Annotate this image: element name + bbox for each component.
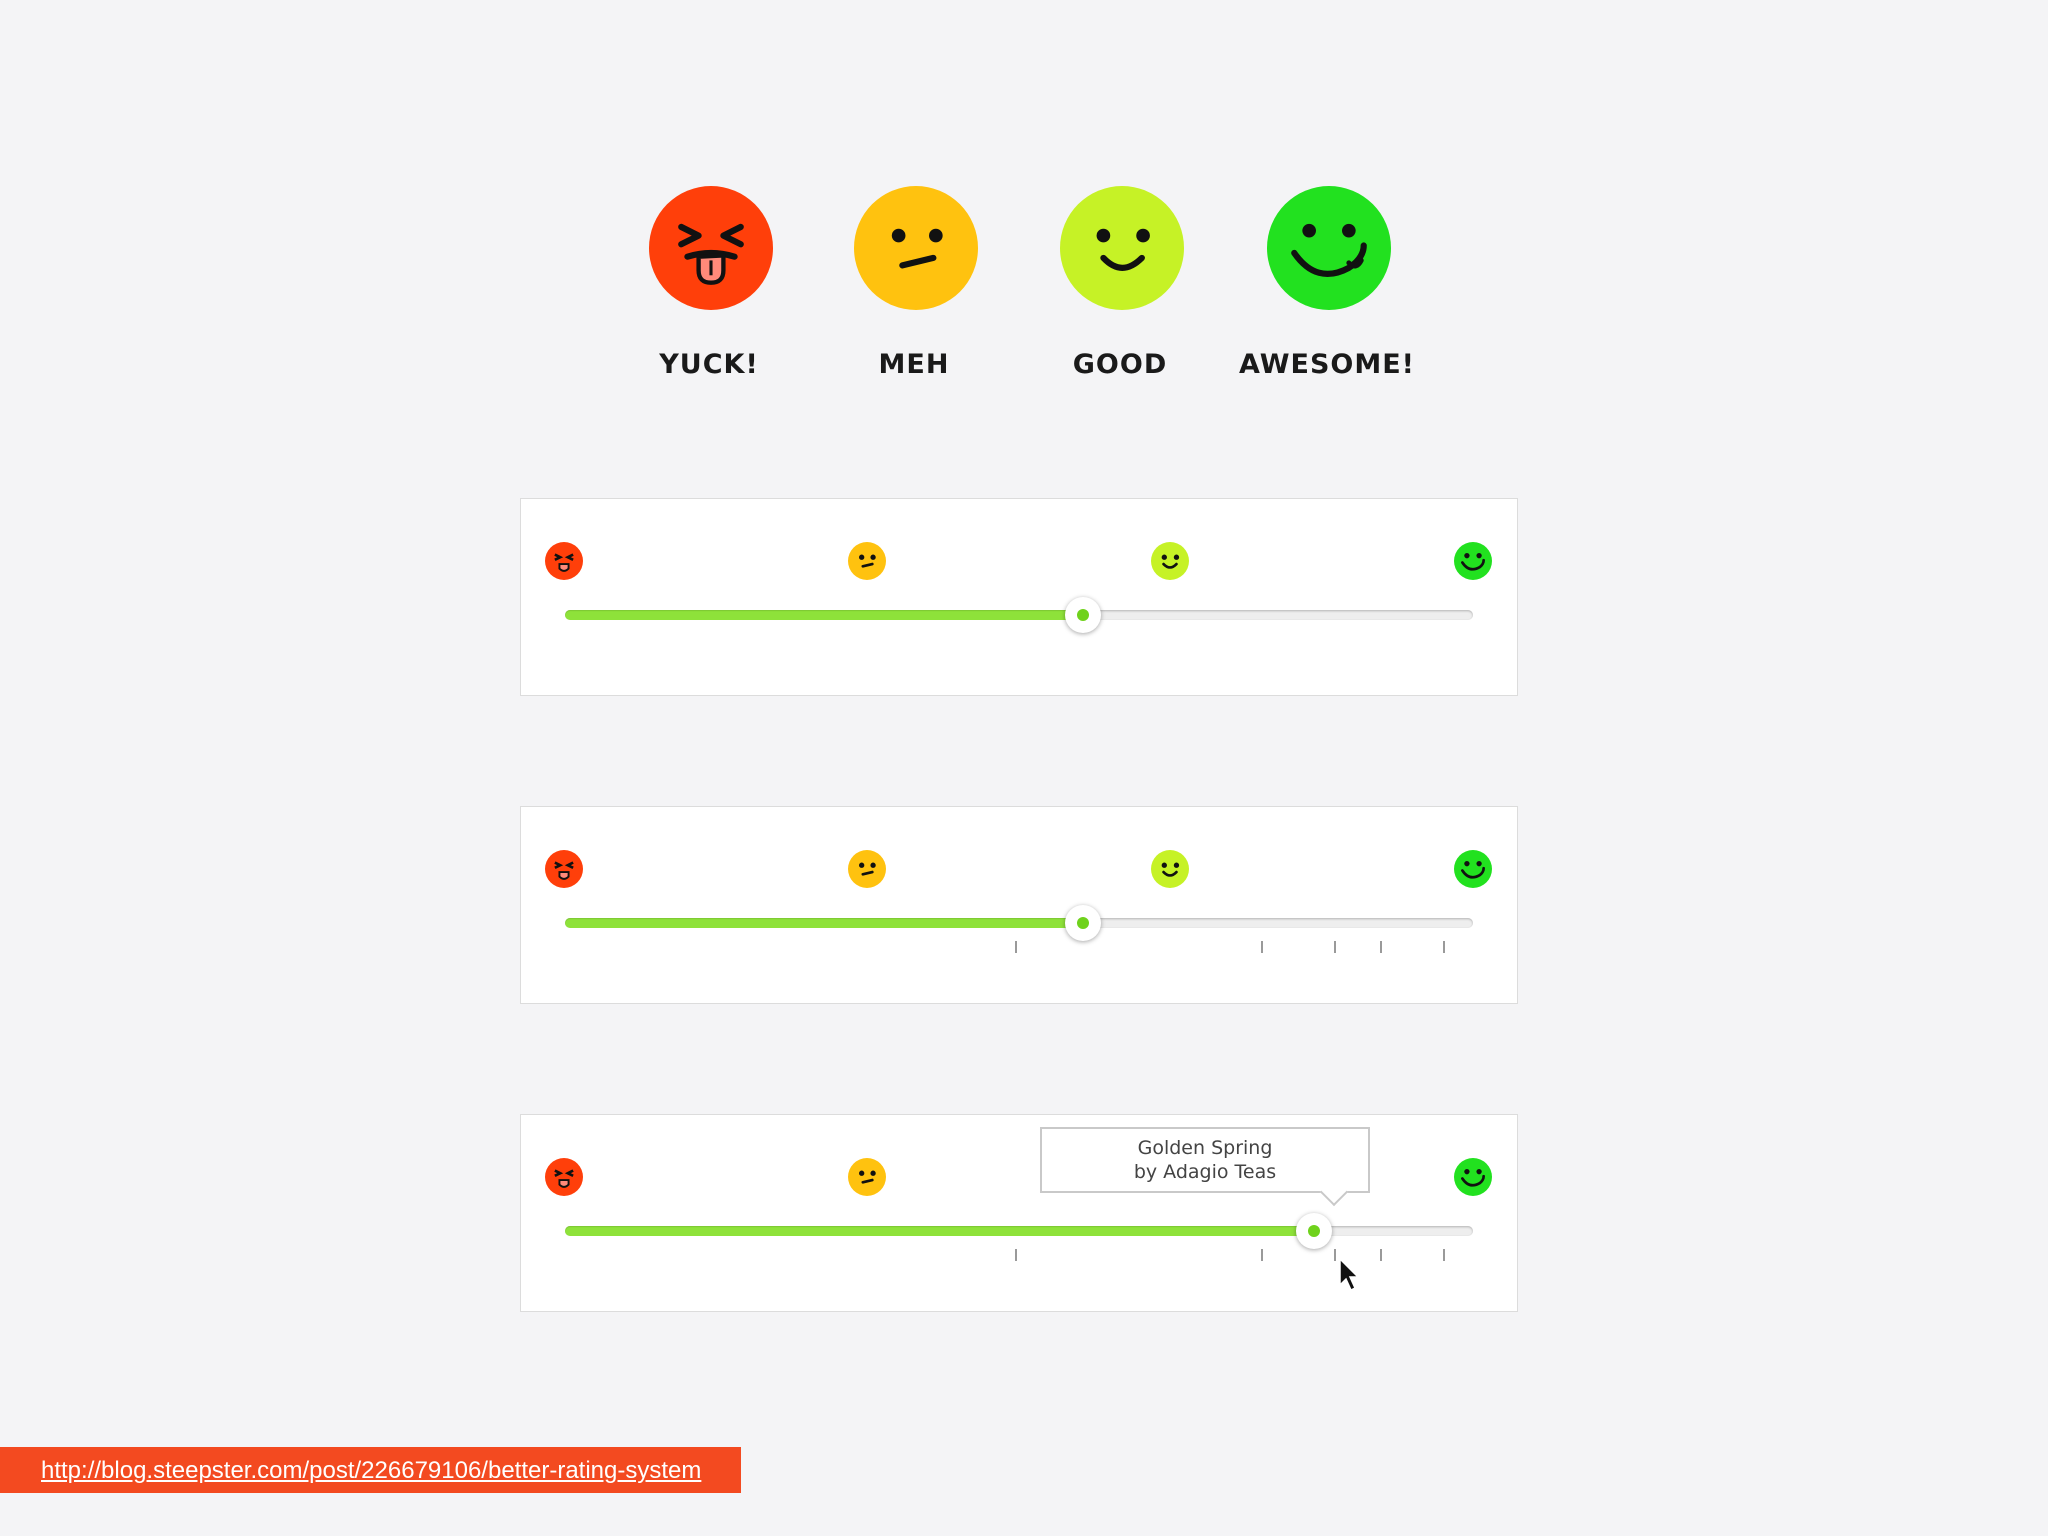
awesome-face-icon[interactable] (1454, 1158, 1492, 1196)
slider-thumb[interactable] (1296, 1213, 1333, 1249)
meh-face-icon[interactable] (848, 542, 886, 580)
slider-tick (1261, 941, 1263, 953)
yuck-face-icon[interactable] (545, 1158, 583, 1196)
rating-slider-panel-2 (520, 806, 1518, 1004)
source-bar: http://blog.steepster.com/post/226679106… (0, 1447, 741, 1493)
source-link[interactable]: http://blog.steepster.com/post/226679106… (41, 1457, 702, 1484)
tea-tooltip: Golden Spring by Adagio Teas (1040, 1127, 1370, 1193)
rating-slider-panel-3: Golden Spring by Adagio Teas (520, 1114, 1518, 1312)
meh-face-icon[interactable] (848, 1158, 886, 1196)
rating-slider-panel-1 (520, 498, 1518, 696)
tooltip-title: Golden Spring (1137, 1137, 1273, 1159)
slider-tick (1261, 1249, 1263, 1261)
face-awesome: AWESOME! (1217, 186, 1437, 446)
slider-fill (565, 918, 1083, 928)
awesome-face-icon[interactable] (1454, 850, 1492, 888)
good-face-icon[interactable] (1151, 542, 1189, 580)
face-yuck: YUCK! (599, 186, 819, 446)
slider-tick (1015, 941, 1017, 953)
tooltip-subtitle: by Adagio Teas (1133, 1161, 1277, 1183)
slider-tick (1443, 941, 1445, 953)
rating-faces-legend: YUCK! MEH GOOD AWESOME! (0, 0, 2048, 420)
face-label: MEH (878, 349, 950, 380)
slider-thumb[interactable] (1064, 597, 1101, 633)
slider-tick (1334, 941, 1336, 953)
yuck-face-icon[interactable] (545, 850, 583, 888)
slider-tick (1380, 941, 1382, 953)
slider-tick (1015, 1249, 1017, 1261)
yuck-face-icon (649, 186, 773, 310)
awesome-face-icon[interactable] (1454, 542, 1492, 580)
good-face-icon[interactable] (1151, 850, 1189, 888)
face-label: YUCK! (659, 349, 759, 380)
slider-fill (565, 610, 1083, 620)
face-meh: MEH (804, 186, 1024, 446)
face-good: GOOD (1010, 186, 1230, 446)
meh-face-icon[interactable] (848, 850, 886, 888)
face-label: GOOD (1072, 349, 1168, 380)
face-label: AWESOME! (1239, 349, 1415, 380)
mouse-pointer-icon (1339, 1257, 1360, 1292)
awesome-face-icon (1267, 186, 1391, 310)
slider-tick (1443, 1249, 1445, 1261)
meh-face-icon (854, 186, 978, 310)
good-face-icon (1060, 186, 1184, 310)
slider-fill (565, 1226, 1315, 1236)
slider-tick (1334, 1249, 1336, 1261)
yuck-face-icon[interactable] (545, 542, 583, 580)
slider-thumb[interactable] (1064, 905, 1101, 941)
slider-tick (1380, 1249, 1382, 1261)
